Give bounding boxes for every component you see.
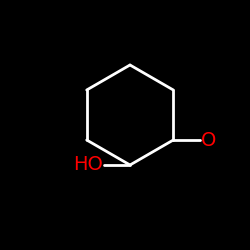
Text: O: O — [201, 130, 216, 150]
Text: HO: HO — [73, 156, 102, 174]
